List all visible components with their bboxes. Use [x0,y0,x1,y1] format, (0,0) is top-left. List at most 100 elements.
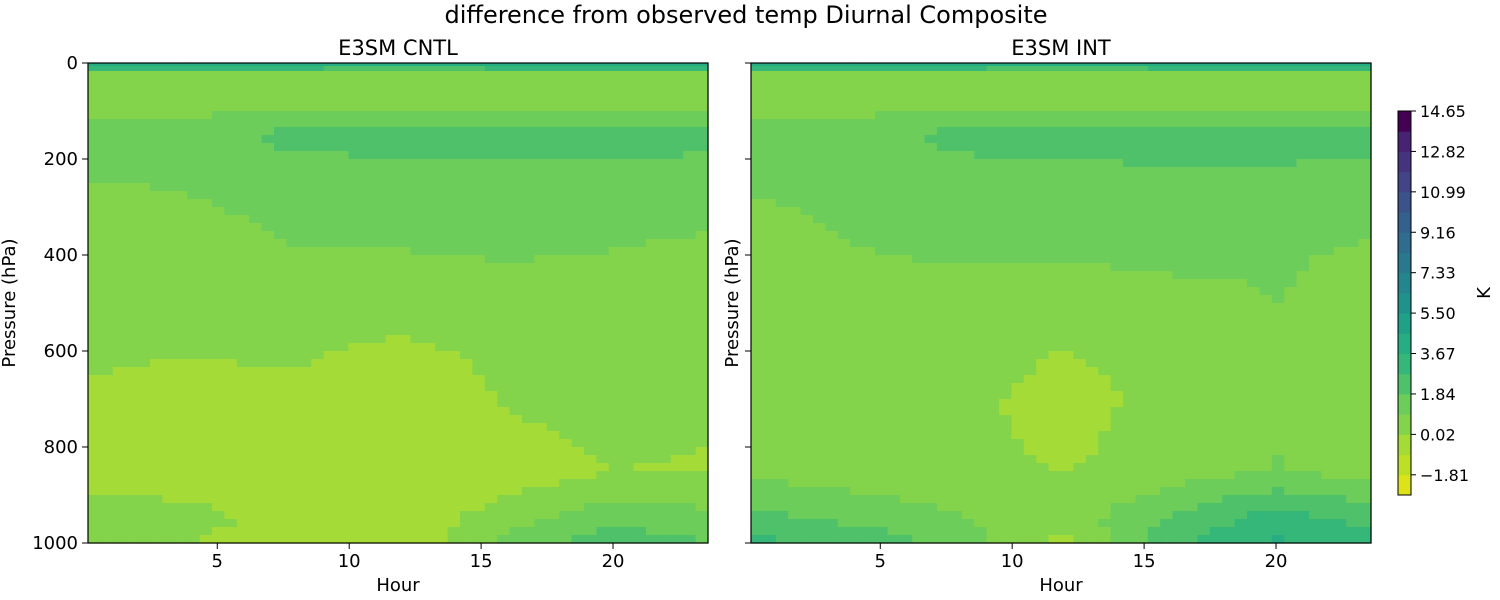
contour-cell [546,535,560,544]
contour-cell [534,215,548,224]
contour-cell [1110,119,1124,128]
contour-cell [1110,327,1124,336]
contour-cell [646,511,659,520]
contour-cell [125,167,139,176]
contour-cell [1259,287,1273,296]
contour-cell [546,151,560,160]
contour-cell [986,207,1000,216]
contour-cell [199,303,213,312]
contour-cell [1358,295,1372,304]
contour-cell [559,263,573,272]
contour-cell [986,303,1000,312]
contour-cell [112,359,126,368]
contour-cell [522,255,535,264]
contour-cell [348,367,362,376]
contour-cell [961,95,975,104]
contour-cell [912,239,926,248]
contour-cell [150,335,163,344]
contour-cell [646,127,659,136]
contour-cell [484,287,498,296]
contour-cell [571,263,585,272]
contour-cell [621,71,635,80]
contour-cell [1296,295,1310,304]
contour-cell [837,375,851,384]
contour-cell [472,279,486,288]
contour-cell [621,279,635,288]
contour-cell [825,319,839,328]
contour-cell [1259,63,1273,72]
contour-cell [174,495,188,504]
contour-cell [633,343,647,352]
contour-cell [286,383,300,392]
contour-cell [348,143,362,152]
contour-cell [1172,255,1186,264]
contour-cell [174,215,188,224]
contour-cell [447,463,461,472]
contour-cell [385,391,399,400]
contour-cell [410,263,424,272]
contour-cell [199,263,213,272]
contour-cell [751,151,764,160]
contour-cell [1123,207,1136,216]
contour-cell [385,359,399,368]
contour-cell [633,127,647,136]
contour-cell [800,263,814,272]
contour-cell [1110,343,1124,352]
contour-cell [398,63,411,72]
contour-cell [1209,263,1223,272]
contour-cell [751,319,764,328]
contour-cell [999,311,1012,320]
contour-cell [1147,295,1161,304]
contour-cell [1160,199,1174,208]
contour-cell [1160,279,1174,288]
contour-cell [974,255,988,264]
contour-cell [385,111,399,120]
contour-cell [497,463,511,472]
contour-cell [199,311,213,320]
contour-cell [249,399,263,408]
contour-cell [788,151,802,160]
contour-cell [249,527,263,536]
contour-cell [422,359,436,368]
contour-cell [509,159,523,168]
contour-cell [497,271,511,280]
contour-cell [1197,127,1211,136]
contour-cell [1271,191,1285,200]
contour-cell [484,183,498,192]
contour-cell [899,199,913,208]
contour-cell [509,519,523,528]
contour-cell [187,383,201,392]
contour-cell [249,471,263,480]
contour-cell [112,63,126,72]
contour-cell [937,327,950,336]
contour-cell [174,359,188,368]
contour-cell [1123,303,1136,312]
contour-cell [484,303,498,312]
contour-cell [497,511,511,520]
contour-cell [286,351,300,360]
contour-cell [1160,119,1174,128]
contour-cell [546,247,560,256]
contour-cell [924,303,938,312]
contour-cell [137,239,151,248]
contour-cell [249,359,263,368]
contour-cell [899,111,913,120]
contour-cell [162,95,176,104]
contour-cell [1346,215,1360,224]
contour-cell [999,135,1012,144]
contour-cell [422,239,436,248]
contour-cell [88,183,101,192]
contour-cell [1073,231,1087,240]
contour-cell [323,239,337,248]
contour-cell [224,143,238,152]
contour-cell [1321,183,1335,192]
contour-cell [1135,255,1149,264]
contour-cell [249,487,263,496]
contour-cell [608,407,622,416]
contour-cell [850,63,864,72]
contour-cell [336,255,349,264]
contour-cell [125,63,139,72]
contour-cell [825,199,839,208]
contour-cell [298,527,312,536]
contour-cell [497,287,511,296]
